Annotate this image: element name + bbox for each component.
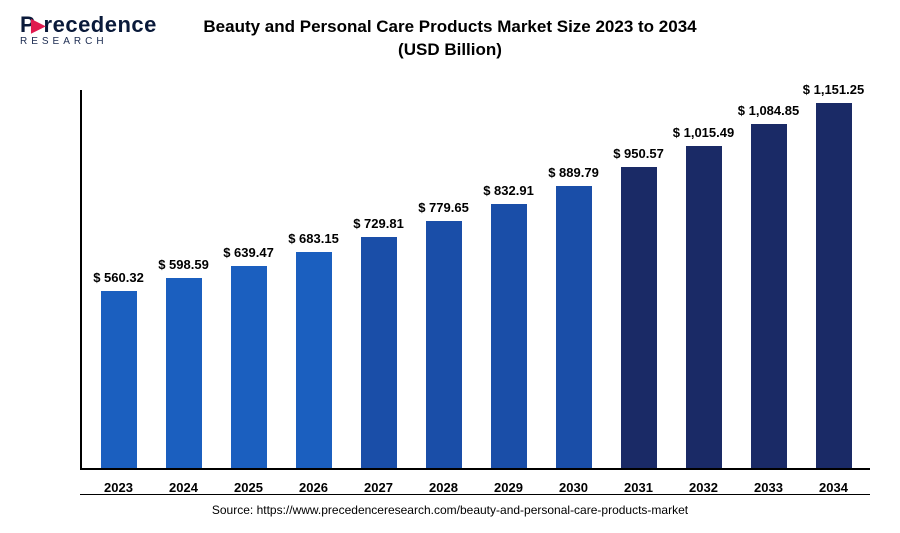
bar-slot: $ 683.152026	[281, 90, 346, 468]
x-axis-label: 2028	[429, 480, 458, 495]
bar-slot: $ 729.812027	[346, 90, 411, 468]
bar-value-label: $ 729.81	[353, 216, 404, 231]
bar-value-label: $ 639.47	[223, 245, 274, 260]
plot-area: $ 560.322023$ 598.592024$ 639.472025$ 68…	[80, 90, 870, 470]
title-line2: (USD Billion)	[0, 39, 900, 62]
bar-slot: $ 560.322023	[86, 90, 151, 468]
bar: $ 889.79	[556, 186, 592, 468]
bar: $ 598.59	[166, 278, 202, 468]
source-rule	[80, 494, 870, 495]
x-axis-label: 2034	[819, 480, 848, 495]
bar: $ 639.47	[231, 266, 267, 468]
bar: $ 779.65	[426, 221, 462, 468]
x-axis-label: 2026	[299, 480, 328, 495]
bar-slot: $ 832.912029	[476, 90, 541, 468]
bar-slot: $ 639.472025	[216, 90, 281, 468]
bar-slot: $ 889.792030	[541, 90, 606, 468]
bar-slot: $ 950.572031	[606, 90, 671, 468]
x-axis-label: 2030	[559, 480, 588, 495]
x-axis-label: 2025	[234, 480, 263, 495]
bar-value-label: $ 598.59	[158, 257, 209, 272]
x-axis-label: 2024	[169, 480, 198, 495]
bar-slot: $ 779.652028	[411, 90, 476, 468]
chart-title: Beauty and Personal Care Products Market…	[0, 16, 900, 62]
bar: $ 832.91	[491, 204, 527, 468]
bar-slot: $ 1,084.852033	[736, 90, 801, 468]
source-text: Source: https://www.precedenceresearch.c…	[0, 503, 900, 517]
bars-container: $ 560.322023$ 598.592024$ 639.472025$ 68…	[82, 90, 870, 468]
bar-value-label: $ 832.91	[483, 183, 534, 198]
bar-value-label: $ 1,015.49	[673, 125, 734, 140]
bar: $ 1,015.49	[686, 146, 722, 468]
bar: $ 950.57	[621, 167, 657, 468]
x-axis-label: 2032	[689, 480, 718, 495]
bar: $ 1,084.85	[751, 124, 787, 468]
bar-value-label: $ 560.32	[93, 270, 144, 285]
x-axis-label: 2029	[494, 480, 523, 495]
title-line1: Beauty and Personal Care Products Market…	[0, 16, 900, 39]
bar-value-label: $ 1,151.25	[803, 82, 864, 97]
bar: $ 1,151.25	[816, 103, 852, 468]
x-axis-label: 2033	[754, 480, 783, 495]
bar-value-label: $ 889.79	[548, 165, 599, 180]
bar-value-label: $ 779.65	[418, 200, 469, 215]
bar-value-label: $ 950.57	[613, 146, 664, 161]
bar-slot: $ 1,151.252034	[801, 90, 866, 468]
bar-slot: $ 598.592024	[151, 90, 216, 468]
x-axis-label: 2023	[104, 480, 133, 495]
bar: $ 683.15	[296, 252, 332, 468]
x-axis-label: 2027	[364, 480, 393, 495]
bar-slot: $ 1,015.492032	[671, 90, 736, 468]
bar: $ 729.81	[361, 237, 397, 468]
x-axis-label: 2031	[624, 480, 653, 495]
bar-value-label: $ 1,084.85	[738, 103, 799, 118]
chart-frame: P▶recedence RESEARCH Beauty and Personal…	[0, 0, 900, 533]
bar-value-label: $ 683.15	[288, 231, 339, 246]
bar: $ 560.32	[101, 291, 137, 468]
